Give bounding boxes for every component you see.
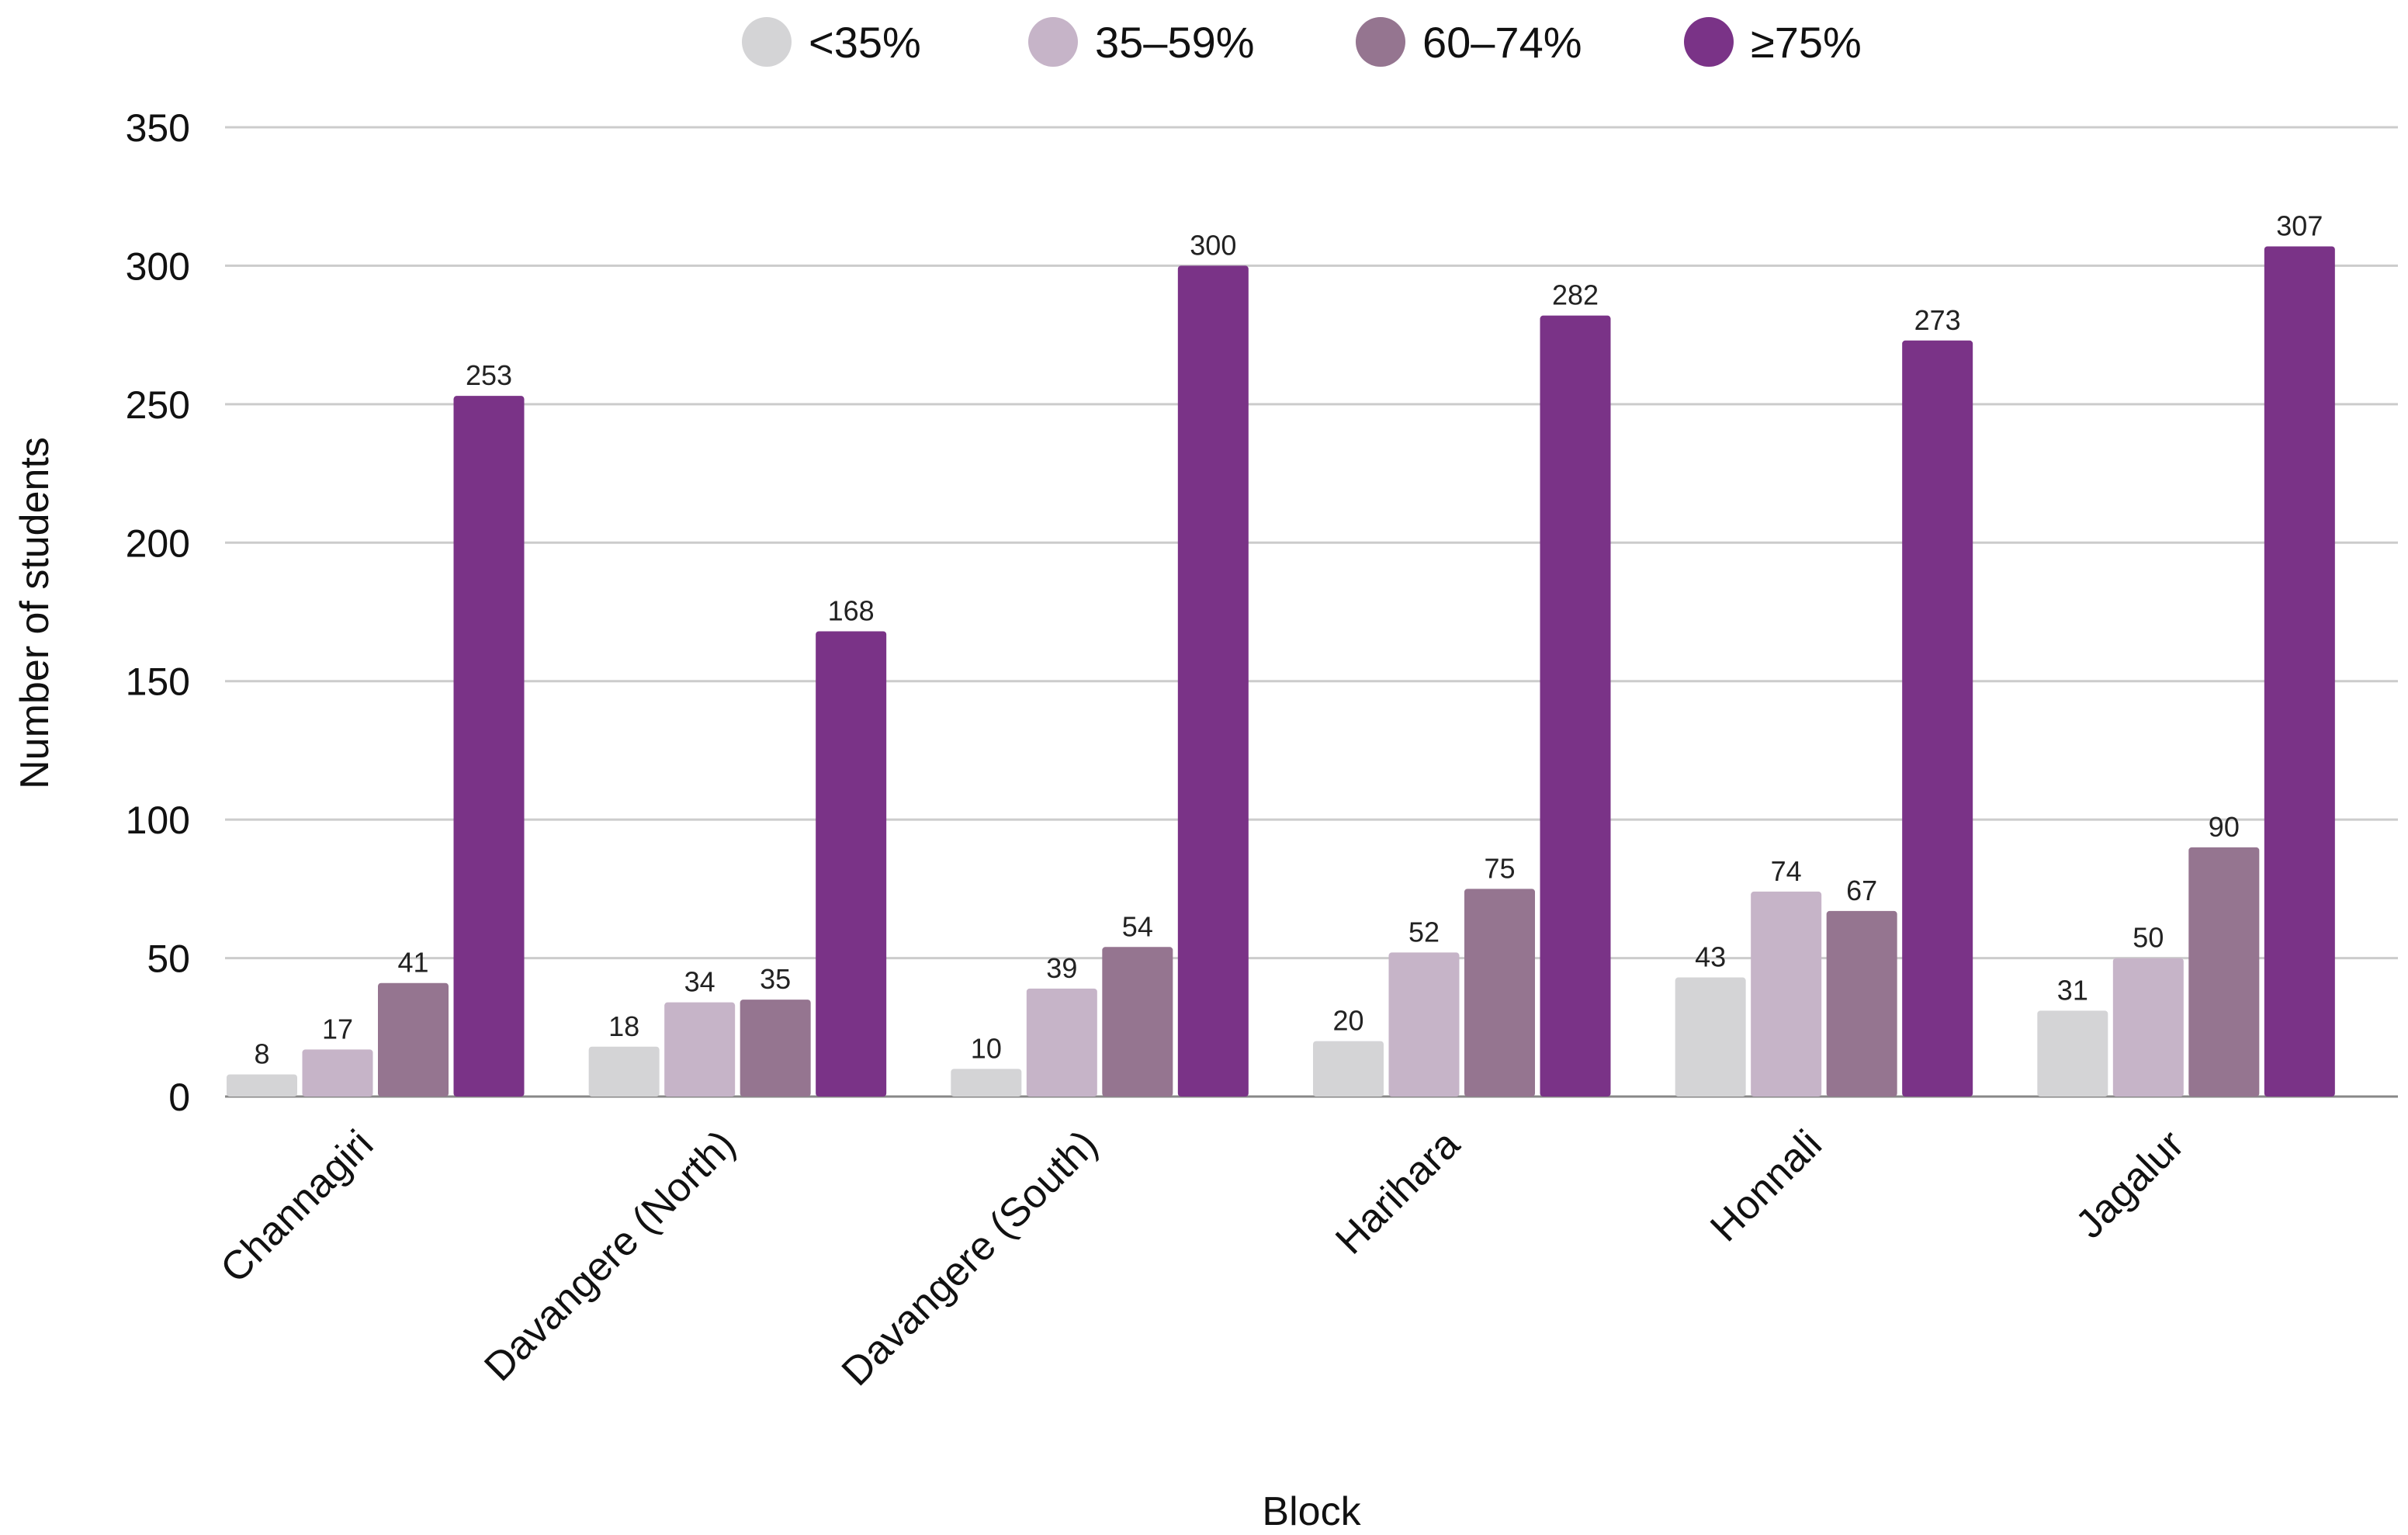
data-label: 253 (466, 359, 512, 391)
data-label: 34 (684, 966, 715, 998)
legend-swatch (742, 17, 792, 67)
x-category-label: Harihara (1327, 1121, 1468, 1263)
data-label: 10 (971, 1032, 1002, 1064)
data-label: 90 (2209, 811, 2240, 843)
bar (378, 982, 449, 1097)
data-label: 50 (2133, 922, 2164, 954)
bars (227, 246, 2335, 1097)
data-label: 307 (2276, 210, 2323, 241)
legend-swatch (1684, 17, 1734, 67)
data-label: 300 (1190, 229, 1236, 261)
data-label: 18 (608, 1010, 639, 1042)
data-label: 54 (1122, 910, 1153, 942)
data-label: 20 (1332, 1005, 1363, 1037)
data-label: 67 (1846, 875, 1877, 906)
legend-label: ≥75% (1751, 18, 1862, 67)
legend-item: 35–59% (1028, 17, 1255, 67)
bar (1751, 891, 1822, 1097)
bar (453, 396, 525, 1097)
data-label: 52 (1408, 916, 1440, 948)
x-category-label: Channagiri (212, 1121, 382, 1291)
bar (2112, 958, 2184, 1097)
bar (951, 1069, 1022, 1097)
data-label: 75 (1484, 852, 1515, 884)
y-tick-label: 100 (126, 799, 190, 842)
data-label: 8 (254, 1038, 269, 1069)
bar (1026, 988, 1097, 1097)
y-tick-label: 0 (168, 1076, 190, 1119)
bar (740, 1000, 811, 1097)
data-label: 282 (1552, 279, 1599, 311)
bar (1464, 889, 1535, 1097)
bar (1313, 1041, 1384, 1097)
y-axis-title: Number of students (12, 437, 57, 789)
legend-item: <35% (742, 17, 921, 67)
x-category-label: Honnali (1702, 1121, 1831, 1250)
x-category-label: Davangere (South) (833, 1121, 1107, 1395)
data-label: 17 (322, 1013, 353, 1045)
legend: <35% 35–59% 60–74% ≥75% (742, 17, 1862, 67)
data-label: 39 (1046, 952, 1077, 984)
legend-swatch (1356, 17, 1405, 67)
bar (2037, 1010, 2108, 1097)
data-label: 43 (1695, 941, 1726, 973)
data-label: 273 (1914, 304, 1961, 336)
bar (588, 1046, 660, 1097)
y-tick-label: 200 (126, 521, 190, 565)
data-label: 35 (760, 963, 791, 995)
bar (1388, 952, 1460, 1097)
bar (1826, 910, 1897, 1097)
data-label: 31 (2057, 974, 2088, 1006)
y-tick-label: 50 (147, 937, 190, 981)
bar (2264, 246, 2335, 1097)
bar (1177, 265, 1249, 1097)
y-tick-label: 150 (126, 660, 190, 704)
bar (227, 1074, 297, 1097)
bar (1102, 947, 1173, 1097)
bar (1675, 977, 1746, 1097)
y-tick-label: 300 (126, 244, 190, 288)
y-tick-label: 250 (126, 383, 190, 427)
y-tick-label: 350 (126, 106, 190, 150)
bar (1540, 315, 1611, 1097)
legend-label: <35% (809, 18, 921, 67)
x-axis-categories: Channagiri Davangere (North) Davangere (So… (212, 1121, 2192, 1395)
bar (302, 1049, 373, 1097)
y-axis-ticks: 0 50 100 150 200 250 300 350 (126, 106, 190, 1119)
legend-label: 35–59% (1095, 18, 1255, 67)
data-label: 41 (397, 947, 428, 979)
legend-item: ≥75% (1684, 17, 1862, 67)
bar (2188, 847, 2260, 1097)
x-category-label: Davangere (North) (476, 1121, 744, 1390)
x-axis-title: Block (1262, 1489, 1361, 1534)
legend-label: 60–74% (1422, 18, 1582, 67)
bar (816, 631, 887, 1097)
legend-swatch (1028, 17, 1078, 67)
data-labels: 8 17 41 253 18 34 35 168 10 39 54 300 20 52 75 282 43 74 6… (254, 210, 2323, 1069)
bar (664, 1002, 736, 1097)
x-category-label: Jagalur (2067, 1121, 2193, 1247)
data-label: 74 (1771, 855, 1802, 887)
gridlines (225, 126, 2398, 1098)
data-label: 168 (828, 594, 875, 626)
legend-item: 60–74% (1356, 17, 1582, 67)
bar (1902, 340, 1973, 1097)
